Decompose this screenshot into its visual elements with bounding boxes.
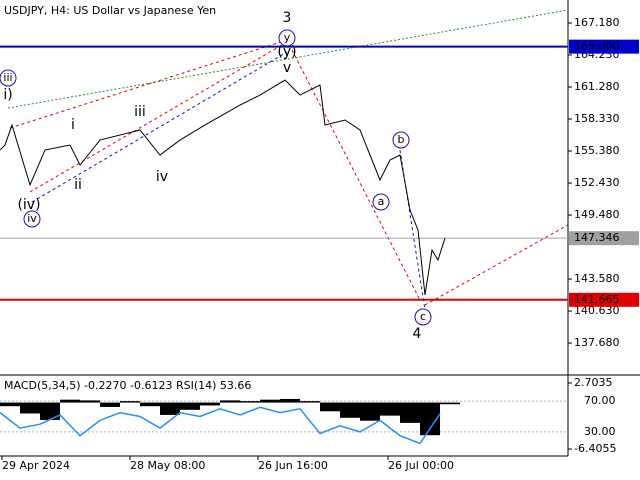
y2-tick-label: 30.00 [584, 425, 616, 438]
histogram-bar [300, 401, 320, 403]
wave-label: b [398, 133, 405, 146]
x-tick-label: 29 Apr 2024 [2, 459, 70, 472]
x-tick-label: 26 Jun 16:00 [258, 459, 328, 472]
histogram-bar [380, 402, 400, 416]
wave-label: 4 [413, 326, 422, 342]
histogram-bar [180, 402, 200, 410]
wave-label: (y) [277, 44, 296, 60]
histogram-bar [220, 400, 240, 403]
histogram-bar [20, 402, 40, 414]
histogram-bar [440, 402, 460, 405]
trendline [7, 9, 569, 109]
histogram-bar [260, 399, 280, 403]
wave-label: iv [27, 212, 37, 225]
wave-label: iii [3, 71, 12, 84]
level-label-box [569, 292, 639, 307]
level-label: 165.000 [574, 40, 620, 53]
trendlines [7, 9, 569, 311]
level-label-box [569, 231, 639, 246]
wave-label: v [283, 60, 291, 76]
histogram-bar [140, 402, 160, 407]
trendline [291, 49, 421, 301]
histogram-bar [340, 402, 360, 418]
wave-label: i [71, 117, 75, 133]
level-label: 147.346 [574, 231, 620, 244]
y-tick-label: 155.380 [574, 144, 620, 157]
histogram-bar [100, 402, 120, 407]
y-tick-label: 143.580 [574, 272, 620, 285]
histogram-bar [360, 402, 380, 421]
y-tick-label: 149.480 [574, 208, 620, 221]
y-tick-label: 2.7035 [574, 376, 613, 389]
price-line [0, 79, 446, 296]
x-tick-label: 26 Jul 00:00 [388, 459, 454, 472]
y-tick-label: 161.280 [574, 80, 620, 93]
chart-title: USDJPY, H4: US Dollar vs Japanese Yen [4, 4, 216, 17]
histogram-bar [80, 400, 100, 403]
wave-label: a [378, 195, 385, 208]
panel-title: MACD(5,34,5) -0.2270 -0.6123 RSI(14) 53.… [4, 379, 251, 392]
y-tick-label: 167.180 [574, 16, 620, 29]
wave-circle [278, 29, 296, 47]
wave-label: (iv) [17, 197, 40, 213]
wave-label: ii [74, 177, 82, 193]
trendline [9, 39, 288, 129]
histogram-bar [400, 402, 420, 423]
trendline [29, 41, 288, 193]
wave-circle [0, 69, 17, 87]
y-tick-label: -6.4055 [574, 442, 616, 455]
level-label-box [569, 39, 639, 54]
y-tick-label: 140.630 [574, 304, 620, 317]
wave-label: y [284, 31, 291, 44]
histogram-bar [160, 402, 180, 415]
wave-circle [392, 131, 410, 149]
histogram-bar [120, 401, 140, 403]
histogram-bar [240, 401, 260, 403]
histogram-bar [420, 402, 440, 436]
histogram-bar [60, 399, 80, 403]
wave-circle [23, 210, 41, 228]
wave-label: iii [134, 104, 146, 120]
histogram-bar [280, 398, 300, 403]
wave-circle [372, 193, 390, 211]
histogram-bar [320, 402, 340, 412]
level-label: 141.665 [574, 293, 620, 306]
y-tick-label: 152.430 [574, 176, 620, 189]
wave-label: i) [3, 87, 12, 103]
y-tick-label: 158.330 [574, 112, 620, 125]
trendline [31, 51, 288, 203]
histogram-bar [40, 402, 60, 420]
wave-label: iv [156, 169, 168, 185]
histogram-bar [0, 402, 20, 407]
x-tick-label: 28 May 08:00 [130, 459, 205, 472]
y2-tick-label: 70.00 [584, 394, 616, 407]
wave-label: c [420, 310, 426, 323]
wave-circle [414, 308, 432, 326]
indicator-line [0, 406, 441, 445]
wave-label: 3 [283, 10, 292, 26]
histogram-bar [200, 402, 220, 406]
y-tick-label: 137.680 [574, 336, 620, 349]
